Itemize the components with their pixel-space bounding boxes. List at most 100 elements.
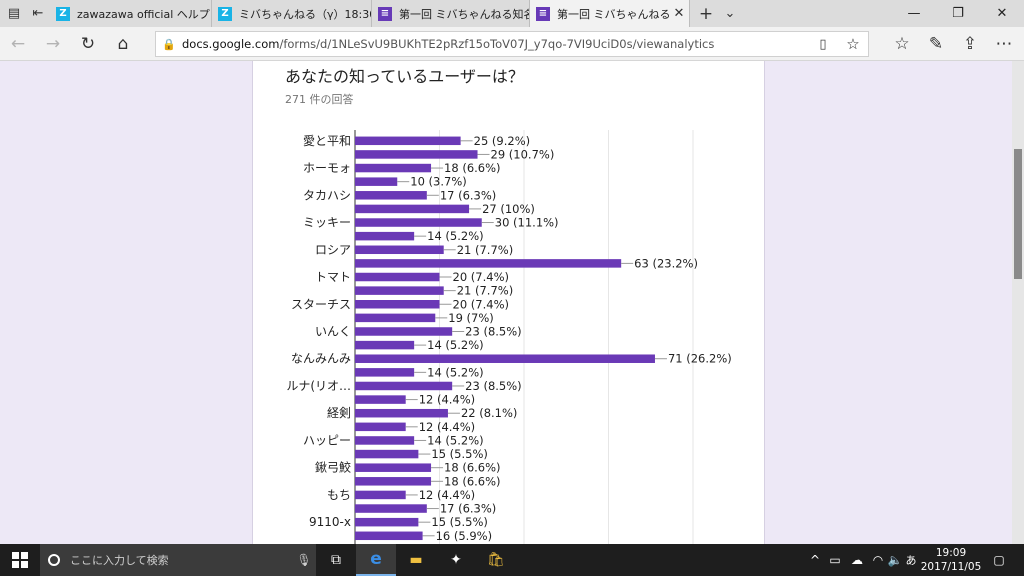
- bar[interactable]: [355, 340, 415, 350]
- bar[interactable]: [355, 368, 415, 377]
- share-icon[interactable]: ⇪: [962, 34, 978, 54]
- bar[interactable]: [355, 245, 444, 255]
- taskbar-search-box[interactable]: ここに入力して検索 🎙: [40, 544, 316, 576]
- taskbar: ここに入力して検索 🎙 ⧉ e ▬ ✦ 🛍 ^ ▭ ☁ ◠ 🔈 あ 19:09 …: [0, 544, 1024, 576]
- forward-arrow-icon[interactable]: →: [45, 34, 61, 54]
- set-aside-tabs-icon[interactable]: ⇤: [32, 6, 44, 21]
- address-bar[interactable]: 🔒 docs.google.com/forms/d/1NLeSvU9BUKhTE…: [155, 31, 869, 57]
- bar[interactable]: [355, 449, 419, 459]
- bar[interactable]: [355, 300, 440, 309]
- close-tab-icon[interactable]: ✕: [673, 6, 685, 21]
- scrollbar-thumb[interactable]: [1014, 149, 1022, 279]
- onedrive-cloud-icon[interactable]: ☁: [851, 553, 863, 567]
- app-taskbar-icon[interactable]: ✦: [450, 552, 462, 568]
- bar[interactable]: [355, 381, 453, 391]
- bar[interactable]: [355, 218, 482, 227]
- more-menu-icon[interactable]: ⋯: [995, 34, 1013, 54]
- data-label: 22 (8.1%): [461, 406, 517, 420]
- bar[interactable]: [355, 504, 427, 513]
- data-label: 16 (5.9%): [436, 542, 492, 544]
- data-label: 21 (7.7%): [457, 284, 513, 298]
- bar[interactable]: [355, 408, 448, 418]
- home-icon[interactable]: ⌂: [117, 34, 129, 54]
- data-label: 18 (6.6%): [444, 474, 500, 488]
- microphone-icon[interactable]: 🎙: [296, 553, 312, 567]
- back-arrow-icon[interactable]: ←: [10, 34, 26, 54]
- data-label: 25 (9.2%): [474, 134, 530, 148]
- bar[interactable]: [355, 436, 415, 445]
- forms-icon: ≡: [378, 6, 392, 21]
- favorites-hub-icon[interactable]: ☆: [894, 34, 910, 54]
- store-icon[interactable]: 🛍: [487, 552, 505, 568]
- data-label: 15 (5.5%): [431, 515, 487, 529]
- bar[interactable]: [355, 422, 406, 432]
- wifi-icon[interactable]: ◠: [872, 553, 884, 567]
- tab-forms-1[interactable]: ≡ 第一回 ミバちゃんねる知名度ま: [372, 0, 530, 27]
- zawazawa-icon: Z: [218, 6, 232, 21]
- clock[interactable]: 19:09 2017/11/05: [919, 546, 983, 574]
- bar[interactable]: [355, 204, 470, 214]
- bar[interactable]: [355, 286, 444, 295]
- data-label: 18 (6.6%): [444, 161, 500, 175]
- tab-zawazawa-help[interactable]: Z zawazawa official ヘルプ - za: [50, 0, 212, 27]
- bar[interactable]: [355, 327, 453, 336]
- bar[interactable]: [355, 177, 398, 186]
- bar[interactable]: [355, 531, 423, 541]
- bar[interactable]: [355, 191, 427, 200]
- data-label: 71 (26.2%): [668, 352, 732, 366]
- bar[interactable]: [355, 150, 478, 159]
- bar[interactable]: [355, 231, 415, 241]
- action-center-icon[interactable]: ▢: [993, 553, 1005, 567]
- task-view-icon[interactable]: ⧉: [331, 552, 341, 568]
- show-hidden-icons-chevron-icon[interactable]: ^: [809, 553, 821, 567]
- bar[interactable]: [355, 136, 461, 146]
- category-label: もち: [327, 488, 351, 502]
- bar[interactable]: [355, 354, 655, 363]
- clock-date: 2017/11/05: [920, 561, 982, 573]
- restore-icon[interactable]: ❐: [952, 6, 964, 21]
- battery-icon[interactable]: ▭: [829, 553, 841, 567]
- bar[interactable]: [355, 463, 432, 472]
- category-label: ロシア: [315, 243, 351, 257]
- bar[interactable]: [355, 395, 406, 404]
- file-explorer-icon[interactable]: ▬: [409, 552, 423, 568]
- volume-icon[interactable]: 🔈: [887, 553, 903, 567]
- category-label: トマト: [315, 270, 351, 284]
- start-button[interactable]: [0, 544, 40, 576]
- close-window-icon[interactable]: ✕: [996, 6, 1008, 21]
- new-tab-icon[interactable]: +: [698, 3, 714, 24]
- question-card: あなたの知っているユーザーは？ 271 件の回答 25 (9.2%) 愛と平和 29…: [252, 61, 765, 544]
- data-label: 23 (8.5%): [465, 379, 521, 393]
- bar[interactable]: [355, 259, 622, 268]
- reading-view-icon[interactable]: ▯: [819, 36, 827, 52]
- favorite-star-icon[interactable]: ☆: [846, 35, 860, 53]
- data-label: 16 (5.9%): [436, 529, 492, 543]
- data-label: 10 (3.7%): [410, 175, 466, 189]
- bar[interactable]: [355, 477, 432, 486]
- category-label: スターチス: [291, 297, 351, 311]
- tab-manager-icon[interactable]: ▤: [7, 6, 21, 21]
- bar[interactable]: [355, 313, 436, 323]
- data-label: 27 (10%): [482, 202, 535, 216]
- bar[interactable]: [355, 272, 440, 282]
- tab-preview-chevron-icon[interactable]: ⌄: [724, 6, 736, 21]
- question-title: あなたの知っているユーザーは？: [285, 67, 524, 86]
- edge-taskbar-icon[interactable]: e: [356, 544, 396, 576]
- category-label: 経剣: [327, 406, 351, 420]
- tab-forms-active[interactable]: ≡ 第一回 ミバちゃんねる知名 ✕: [530, 0, 690, 27]
- data-label: 12 (4.4%): [419, 488, 475, 502]
- minimize-icon[interactable]: —: [907, 6, 921, 21]
- tab-mibachannel[interactable]: Z ミバちゃんねる（γ）18:30から: [212, 0, 372, 27]
- bar[interactable]: [355, 517, 419, 527]
- category-label: ミッキー: [303, 216, 351, 230]
- bar[interactable]: [355, 490, 406, 500]
- scrollbar[interactable]: [1012, 61, 1024, 544]
- refresh-icon[interactable]: ↻: [80, 34, 96, 54]
- ime-mode-icon[interactable]: あ: [905, 554, 917, 567]
- data-label: 63 (23.2%): [634, 256, 698, 270]
- url-text[interactable]: docs.google.com/forms/d/1NLeSvU9BUKhTE2p…: [182, 37, 808, 51]
- web-note-icon[interactable]: ✎: [928, 34, 944, 54]
- bar[interactable]: [355, 163, 432, 173]
- data-label: 23 (8.5%): [465, 324, 521, 338]
